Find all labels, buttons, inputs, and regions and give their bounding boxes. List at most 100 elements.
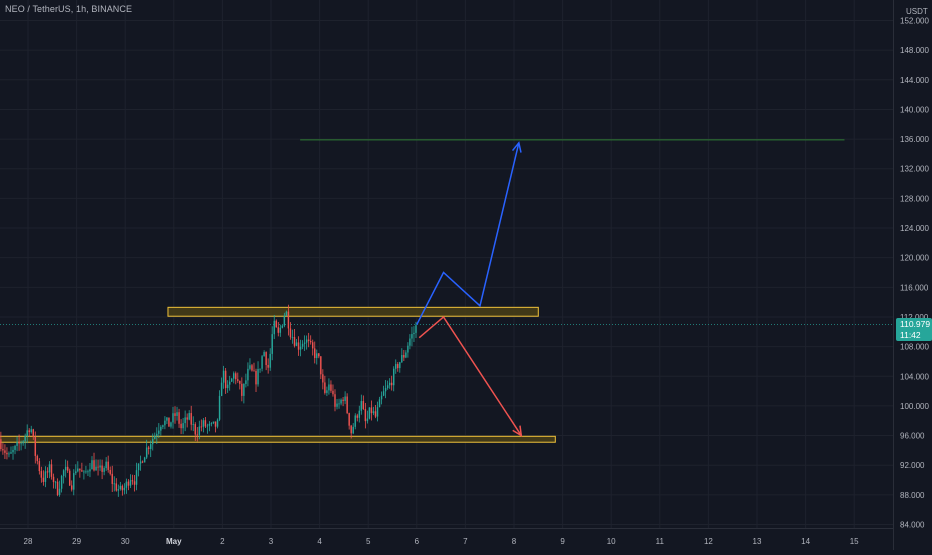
candle-body xyxy=(164,420,166,426)
candle-body xyxy=(303,342,306,344)
candle-body xyxy=(283,315,286,326)
candle-body xyxy=(364,408,367,422)
target-line-layer xyxy=(0,139,893,326)
candle-body xyxy=(137,463,140,471)
candle-body xyxy=(117,489,120,491)
projection-paths xyxy=(416,141,523,438)
candle-body xyxy=(346,396,348,414)
candle-body xyxy=(125,481,128,488)
candle-body xyxy=(366,418,369,422)
candle-body xyxy=(401,355,403,363)
candle-body xyxy=(54,481,57,483)
candle-body xyxy=(46,471,49,473)
candle-body xyxy=(295,342,298,346)
candle-body xyxy=(212,421,215,424)
price-tick-label: 124.000 xyxy=(900,224,929,233)
candle-body xyxy=(143,457,146,463)
candle-body xyxy=(30,429,32,433)
candle-body xyxy=(77,468,79,472)
candle-body xyxy=(162,425,164,427)
time-tick-label: 30 xyxy=(121,537,130,546)
candle-body xyxy=(334,394,336,407)
candle-body xyxy=(105,461,107,469)
candle-body xyxy=(275,320,277,328)
candle-body xyxy=(81,470,83,472)
price-tick-label: 92.000 xyxy=(900,461,925,470)
candle-body xyxy=(6,452,8,455)
candle-body xyxy=(93,460,95,471)
candlestick-series xyxy=(0,304,417,497)
candle-body xyxy=(415,325,417,333)
bearish-projection-path xyxy=(418,315,522,436)
candle-body xyxy=(397,364,399,369)
candle-body xyxy=(247,368,249,381)
candle-body xyxy=(336,403,338,407)
candle-body xyxy=(20,443,22,445)
candle-body xyxy=(48,464,51,473)
candle-body xyxy=(293,337,296,346)
candle-body xyxy=(263,352,265,357)
candle-body xyxy=(83,471,85,473)
candle-body xyxy=(168,417,170,427)
candle-body xyxy=(99,465,101,468)
candle-body xyxy=(60,475,63,489)
price-tick-label: 152.000 xyxy=(900,17,929,26)
candle-body xyxy=(307,339,310,341)
candle-body xyxy=(188,413,190,420)
time-tick-label: 8 xyxy=(512,537,517,546)
candle-body xyxy=(166,417,168,421)
price-tick-label: 108.000 xyxy=(900,343,929,352)
candle-body xyxy=(324,382,326,393)
candle-body xyxy=(322,374,324,383)
candle-body xyxy=(332,390,334,395)
candle-body xyxy=(348,413,350,426)
candle-body xyxy=(28,430,30,433)
candle-body xyxy=(210,423,213,424)
candle-body xyxy=(291,337,294,338)
time-tick-label: 29 xyxy=(72,537,81,546)
candle-body xyxy=(192,424,194,425)
candle-body xyxy=(75,471,77,474)
time-tick-label: 10 xyxy=(607,537,616,546)
time-tick-label: 6 xyxy=(415,537,420,546)
candle-body xyxy=(358,410,361,418)
candle-body xyxy=(233,373,235,379)
candle-body xyxy=(160,426,162,431)
candle-body xyxy=(267,364,269,368)
last-price-value: 110.979 xyxy=(900,319,931,329)
support-zone xyxy=(0,435,556,443)
candle-body xyxy=(411,334,413,339)
candle-body xyxy=(378,399,381,408)
candle-body xyxy=(241,383,243,396)
candle-body xyxy=(299,346,302,350)
time-tick-label: 14 xyxy=(801,537,810,546)
candle-body xyxy=(235,373,237,380)
candle-body xyxy=(285,311,288,316)
candle-body xyxy=(79,468,81,471)
candle-body xyxy=(89,469,91,472)
candle-body xyxy=(42,477,45,482)
candle-body xyxy=(200,426,203,428)
candle-body xyxy=(32,429,34,437)
candle-body xyxy=(186,417,188,420)
candle-body xyxy=(44,471,47,482)
candle-body xyxy=(273,320,275,335)
candle-body xyxy=(101,465,103,472)
candle-body xyxy=(216,419,219,427)
candle-body xyxy=(220,382,223,396)
candle-body xyxy=(139,461,142,464)
last-price-tag: 110.979 11:42 xyxy=(896,318,932,341)
candle-body xyxy=(194,424,196,435)
price-tick-label: 112.000 xyxy=(900,313,929,322)
candle-body xyxy=(190,413,192,425)
candle-body xyxy=(71,485,73,490)
candle-body xyxy=(311,342,314,349)
time-tick-label: 11 xyxy=(656,537,665,546)
candle-body xyxy=(170,422,172,427)
candle-body xyxy=(386,385,389,389)
candle-body xyxy=(87,471,89,473)
candle-body xyxy=(133,481,136,485)
